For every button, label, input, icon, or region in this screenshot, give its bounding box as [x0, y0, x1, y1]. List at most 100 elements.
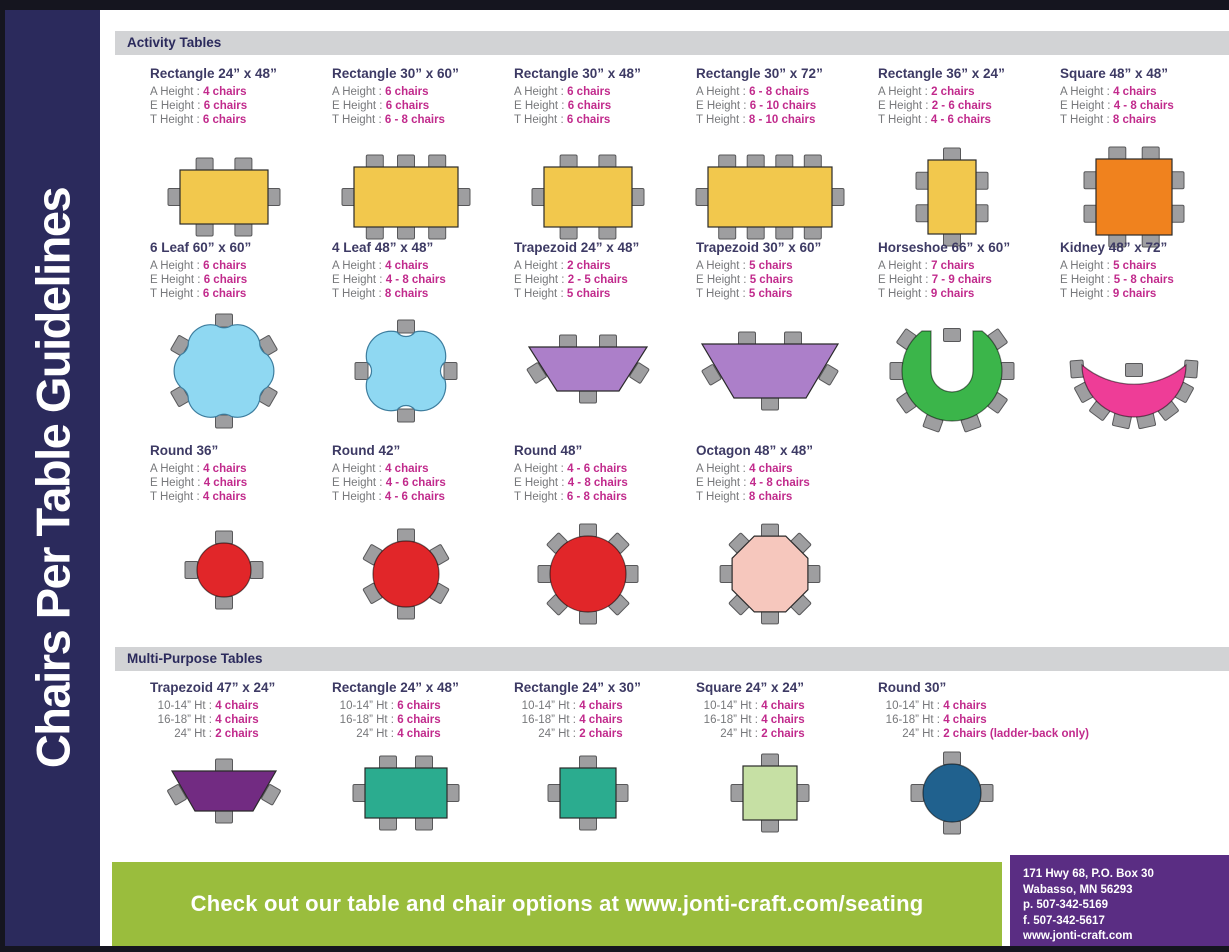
spec-label: T Height : [696, 288, 746, 300]
table-diagram [910, 751, 994, 835]
spec-label: T Height : [1060, 114, 1110, 126]
spec-line: A Height : 4 chairs [150, 85, 318, 99]
spec-label: A Height : [514, 86, 564, 98]
spec-label: 24” Ht : [174, 728, 212, 740]
spec-label: 16-18” Ht : [703, 714, 758, 726]
spec-label: E Height : [696, 477, 747, 489]
spec-line: 24” Ht : 2 chairs [696, 727, 864, 741]
table-title: Round 36” [150, 443, 219, 458]
spec-line: 10-14” Ht : 4 chairs [878, 699, 1046, 713]
table-row: Rectangle 24” x 48” A Height : 4 chairs E … [136, 66, 1228, 261]
spec-value: 4 - 6 chairs [384, 491, 445, 503]
spec-label: A Height : [878, 86, 928, 98]
spec-label: A Height : [332, 463, 382, 475]
spec-label: E Height : [332, 477, 383, 489]
spec-value: 6 chairs [385, 86, 429, 98]
spec-label: 16-18” Ht : [521, 714, 576, 726]
spec-label: 10-14” Ht : [885, 700, 940, 712]
table-card: Horseshoe 66” x 60” A Height : 7 chairs E … [864, 240, 1046, 435]
spec-label: E Height : [514, 477, 565, 489]
spec-value: 4 chairs [202, 491, 247, 503]
spec-label: E Height : [150, 274, 201, 286]
table-card: Rectangle 24” x 48” A Height : 4 chairs E … [136, 66, 318, 261]
page-top-border [0, 0, 1229, 10]
spec-label: 24” Ht : [720, 728, 758, 740]
spec-label: A Height : [696, 86, 746, 98]
spec-label: E Height : [332, 274, 383, 286]
table-diagram [730, 753, 810, 833]
spec-label: T Height : [1060, 288, 1110, 300]
spec-value: 4 - 6 chairs [930, 114, 991, 126]
table-diagram [184, 530, 264, 610]
spec-line: 10-14” Ht : 4 chairs [150, 699, 318, 713]
table-title: Rectangle 30” x 72” [696, 66, 823, 81]
spec-value: 8 chairs [748, 491, 793, 503]
table-diagram [362, 528, 450, 620]
table-card: Round 30” 10-14” Ht : 4 chairs 16-18” Ht :… [864, 680, 1089, 847]
spec-value: 7 - 9 chairs [931, 274, 992, 286]
spec-value: 4 - 8 chairs [749, 477, 810, 489]
spec-line: E Height : 4 - 8 chairs [696, 476, 864, 490]
spec-line: A Height : 5 chairs [696, 259, 864, 273]
spec-label: A Height : [1060, 86, 1110, 98]
spec-line: E Height : 4 - 6 chairs [332, 476, 500, 490]
spec-line: A Height : 7 chairs [878, 259, 1046, 273]
spec-label: 24” Ht : [538, 728, 576, 740]
table-title: Rectangle 24” x 48” [332, 680, 459, 695]
spec-value: 4 chairs [579, 700, 623, 712]
spec-label: E Height : [1060, 274, 1111, 286]
table-diagram [354, 319, 458, 423]
promo-banner: Check out our table and chair options at… [112, 862, 1002, 946]
spec-label: E Height : [514, 100, 565, 112]
table-diagram [695, 154, 845, 240]
table-card: Round 48” A Height : 4 - 6 chairs E Height… [500, 443, 682, 638]
spec-line: 24” Ht : 2 chairs [150, 727, 318, 741]
spec-label: 10-14” Ht : [703, 700, 758, 712]
spec-line: E Height : 7 - 9 chairs [878, 273, 1046, 287]
spec-value: 9 chairs [930, 288, 975, 300]
spec-label: 16-18” Ht : [339, 714, 394, 726]
spec-line: E Height : 2 - 6 chairs [878, 99, 1046, 113]
spec-line: 16-18” Ht : 4 chairs [878, 713, 1046, 727]
address-box: 171 Hwy 68, P.O. Box 30 Wabasso, MN 56293… [1010, 855, 1229, 946]
spec-value: 6 chairs [202, 114, 247, 126]
spec-label: T Height : [332, 114, 382, 126]
spec-value: 4 chairs [203, 86, 247, 98]
spec-label: E Height : [150, 100, 201, 112]
spec-label: T Height : [514, 114, 564, 126]
spec-value: 6 - 8 chairs [384, 114, 445, 126]
table-row: Trapezoid 47” x 24” 10-14” Ht : 4 chairs 1… [136, 680, 1228, 847]
spec-value: 6 chairs [385, 100, 430, 112]
spec-value: 4 chairs [579, 714, 623, 726]
spec-value: 4 chairs [749, 463, 793, 475]
table-title: Round 42” [332, 443, 401, 458]
section-header: Activity Tables [115, 31, 1229, 55]
spec-line: A Height : 6 chairs [514, 85, 682, 99]
spec-line: T Height : 5 chairs [514, 287, 682, 301]
table-diagram [537, 523, 639, 625]
spec-line: A Height : 6 chairs [332, 85, 500, 99]
spec-value: 5 chairs [748, 288, 793, 300]
spec-line: T Height : 4 - 6 chairs [878, 113, 1046, 127]
spec-line: A Height : 6 - 8 chairs [696, 85, 864, 99]
spec-value: 2 chairs [567, 260, 611, 272]
spec-value: 6 chairs [203, 100, 248, 112]
spec-line: E Height : 6 chairs [150, 273, 318, 287]
spec-value: 4 chairs [215, 714, 259, 726]
spec-label: T Height : [878, 114, 928, 126]
spec-line: E Height : 4 - 8 chairs [514, 476, 682, 490]
spec-line: T Height : 6 chairs [150, 287, 318, 301]
spec-value: 2 chairs [215, 728, 259, 740]
spec-value: 5 chairs [1113, 260, 1157, 272]
spec-line: E Height : 5 - 8 chairs [1060, 273, 1228, 287]
spec-value: 5 chairs [749, 260, 793, 272]
table-card: Rectangle 30” x 72” A Height : 6 - 8 chai… [682, 66, 864, 261]
table-title: Kidney 48” x 72” [1060, 240, 1168, 255]
table-card: Trapezoid 47” x 24” 10-14” Ht : 4 chairs 1… [136, 680, 318, 847]
table-card: Trapezoid 30” x 60” A Height : 5 chairs E … [682, 240, 864, 435]
table-diagram [547, 755, 629, 831]
table-title: Rectangle 36” x 24” [878, 66, 1005, 81]
spec-line: T Height : 6 - 8 chairs [332, 113, 500, 127]
table-card: Square 24” x 24” 10-14” Ht : 4 chairs 16-1… [682, 680, 864, 847]
